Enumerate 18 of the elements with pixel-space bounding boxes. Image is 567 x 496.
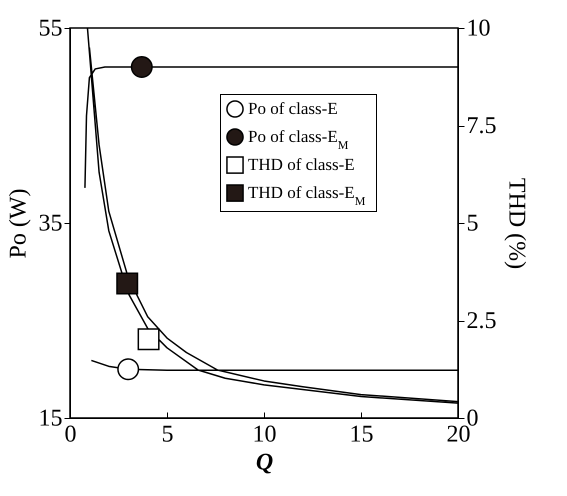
x-tick-label: 5 — [162, 422, 174, 448]
y-tick-label: 35 — [38, 210, 62, 236]
legend-label: Po of class-E — [248, 99, 338, 118]
y-tick-label: 15 — [38, 406, 62, 432]
y2-tick-label: 10 — [466, 16, 490, 42]
legend-label: Po of class-E$_{M}$ — [248, 127, 349, 152]
x-tick-label: 10 — [252, 422, 276, 448]
x-axis-title: Q — [256, 450, 274, 476]
y2-tick-label: 5 — [466, 210, 478, 236]
y2-tick-label: 2.5 — [466, 308, 496, 334]
y2-tick-label: 7.5 — [466, 113, 496, 139]
y-axis-title: Po (W) — [6, 188, 32, 258]
x-tick-label: 15 — [350, 422, 374, 448]
x-tick-label: 0 — [64, 422, 76, 448]
y-tick-label: 55 — [38, 16, 62, 42]
legend-label: THD of class-E$_{M}$ — [248, 183, 366, 208]
legend-label: THD of class-E — [248, 155, 355, 174]
y2-axis-title: THD (%) — [504, 178, 530, 270]
